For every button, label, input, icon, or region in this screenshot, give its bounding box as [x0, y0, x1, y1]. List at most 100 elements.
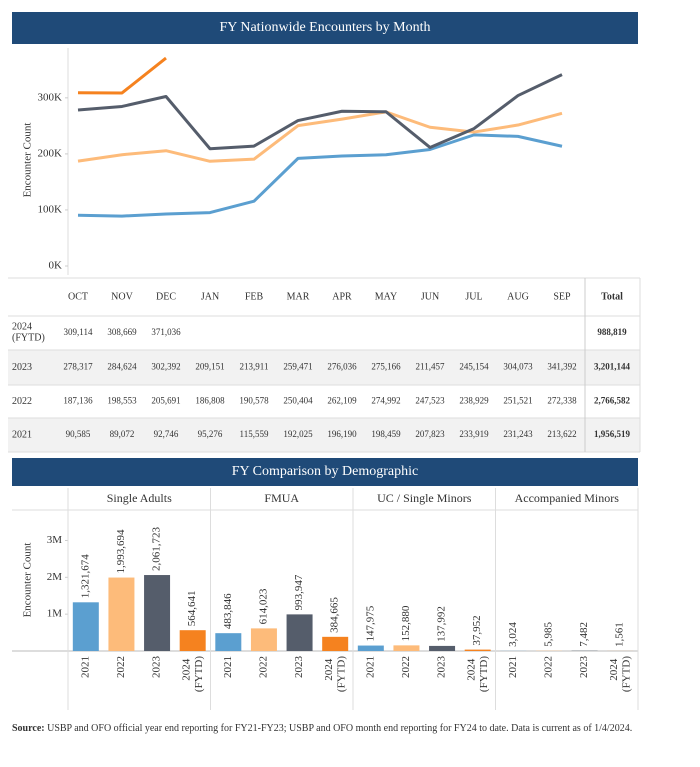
table-cell: 245,154: [459, 362, 489, 372]
table-cell: 187,136: [63, 396, 93, 406]
x-tick-label: 2021: [364, 656, 376, 678]
y-tick-label: 0K: [49, 260, 63, 272]
series-line: [77, 110, 563, 163]
table-cell: 247,523: [415, 396, 445, 406]
table-cell: 275,166: [371, 362, 401, 372]
row-label: 2024 (FYTD): [12, 322, 45, 344]
y-axis-label: Encounter Count: [22, 543, 34, 618]
charts: FY Nationwide Encounters by Month FY Com…: [8, 12, 641, 710]
data-label: 384,665: [329, 597, 341, 633]
table-cell: 259,471: [283, 362, 312, 372]
data-label: 1,993,694: [115, 529, 127, 574]
y-tick-label: 1M: [47, 608, 63, 620]
y-axis-label: Encounter Count: [22, 123, 34, 198]
bar: [108, 577, 135, 651]
source-text: USBP and OFO official year end reporting…: [44, 723, 633, 734]
table-cell: 196,190: [327, 429, 357, 439]
table-cell: 186,808: [195, 396, 225, 406]
row-total: 2,766,582: [594, 396, 631, 406]
column-header: Total: [601, 291, 623, 302]
data-label: 993,947: [293, 574, 305, 610]
table-cell: 213,622: [547, 429, 576, 439]
x-tick-label: MAR: [287, 291, 310, 302]
row-band: [8, 418, 640, 452]
x-tick-label: 2023: [293, 656, 305, 679]
row-band: [8, 350, 640, 385]
x-tick-label: 2023: [578, 656, 590, 679]
x-tick-label: 2022: [257, 656, 269, 678]
row-total: 3,201,144: [594, 362, 631, 372]
x-tick-label: FEB: [245, 291, 264, 302]
table-cell: 262,109: [327, 396, 357, 406]
source-note: Source: USBP and OFO official year end r…: [12, 722, 642, 735]
y-tick-label: 200K: [38, 147, 63, 159]
chart-title: FY Nationwide Encounters by Month: [219, 20, 430, 35]
table-cell: 276,036: [327, 362, 357, 372]
table-cell: 309,114: [64, 327, 93, 337]
x-tick-label: MAY: [375, 291, 397, 302]
bar: [322, 636, 349, 651]
x-tick-label: NOV: [111, 291, 133, 302]
table-cell: 207,823: [415, 429, 445, 439]
table-cell: 198,553: [107, 396, 137, 406]
x-tick-label: 2022: [542, 656, 554, 678]
table-cell: 95,276: [198, 429, 223, 439]
data-label: 483,846: [222, 593, 234, 629]
x-tick-label: 2022: [400, 656, 412, 678]
table-cell: 190,578: [239, 396, 269, 406]
y-tick-label: 100K: [38, 203, 63, 215]
x-tick-label: 2024 (FYTD): [465, 656, 489, 692]
series-line: [77, 133, 563, 218]
table-cell: 115,559: [240, 429, 269, 439]
table-cell: 302,392: [151, 362, 180, 372]
row-label: 2023: [12, 362, 32, 373]
x-tick-label: 2024 (FYTD): [608, 656, 632, 692]
table-cell: 284,624: [107, 362, 137, 372]
title-bar: [12, 458, 638, 486]
table-cell: 278,317: [63, 362, 93, 372]
data-label: 37,952: [471, 615, 483, 645]
panel-label: Accompanied Minors: [515, 491, 620, 505]
x-tick-label: JUN: [421, 291, 439, 302]
row-label: 2021: [12, 429, 32, 440]
x-tick-label: 2024 (FYTD): [180, 656, 204, 692]
table-cell: 92,746: [154, 429, 179, 439]
data-label: 3,024: [507, 622, 519, 647]
title-bar: [12, 12, 638, 44]
row-total: 1,956,519: [594, 429, 631, 439]
table-cell: 211,457: [416, 362, 445, 372]
y-tick-label: 2M: [47, 571, 63, 583]
series-line: [77, 56, 167, 95]
bar: [357, 645, 384, 651]
row-label: 2022: [12, 396, 32, 407]
x-tick-label: DEC: [156, 291, 176, 302]
table-cell: 250,404: [283, 396, 313, 406]
data-label: 152,880: [400, 605, 412, 641]
data-label: 137,992: [436, 606, 448, 642]
table-cell: 192,025: [283, 429, 313, 439]
table-cell: 304,073: [503, 362, 533, 372]
data-label: 5,985: [542, 622, 554, 647]
x-tick-label: 2023: [436, 656, 448, 679]
table-cell: 308,669: [107, 327, 137, 337]
table-cell: 205,691: [151, 396, 180, 406]
bar: [429, 645, 456, 651]
panel-header-bg: [12, 486, 638, 510]
panel-label: Single Adults: [107, 491, 172, 505]
bar: [250, 628, 277, 651]
x-tick-label: 2023: [151, 656, 163, 679]
data-label: 1,561: [614, 622, 626, 647]
table-cell: 89,072: [110, 429, 135, 439]
data-label: 614,023: [257, 588, 269, 624]
table-cell: 213,911: [240, 362, 269, 372]
y-tick-label: 3M: [47, 534, 63, 546]
x-tick-label: OCT: [68, 291, 88, 302]
x-tick-label: 2021: [507, 656, 519, 678]
panel-label: UC / Single Minors: [377, 491, 472, 505]
bar: [72, 602, 99, 651]
source-label: Source:: [12, 723, 45, 734]
x-tick-label: APR: [332, 291, 352, 302]
bar: [286, 614, 313, 651]
bar: [393, 645, 420, 651]
